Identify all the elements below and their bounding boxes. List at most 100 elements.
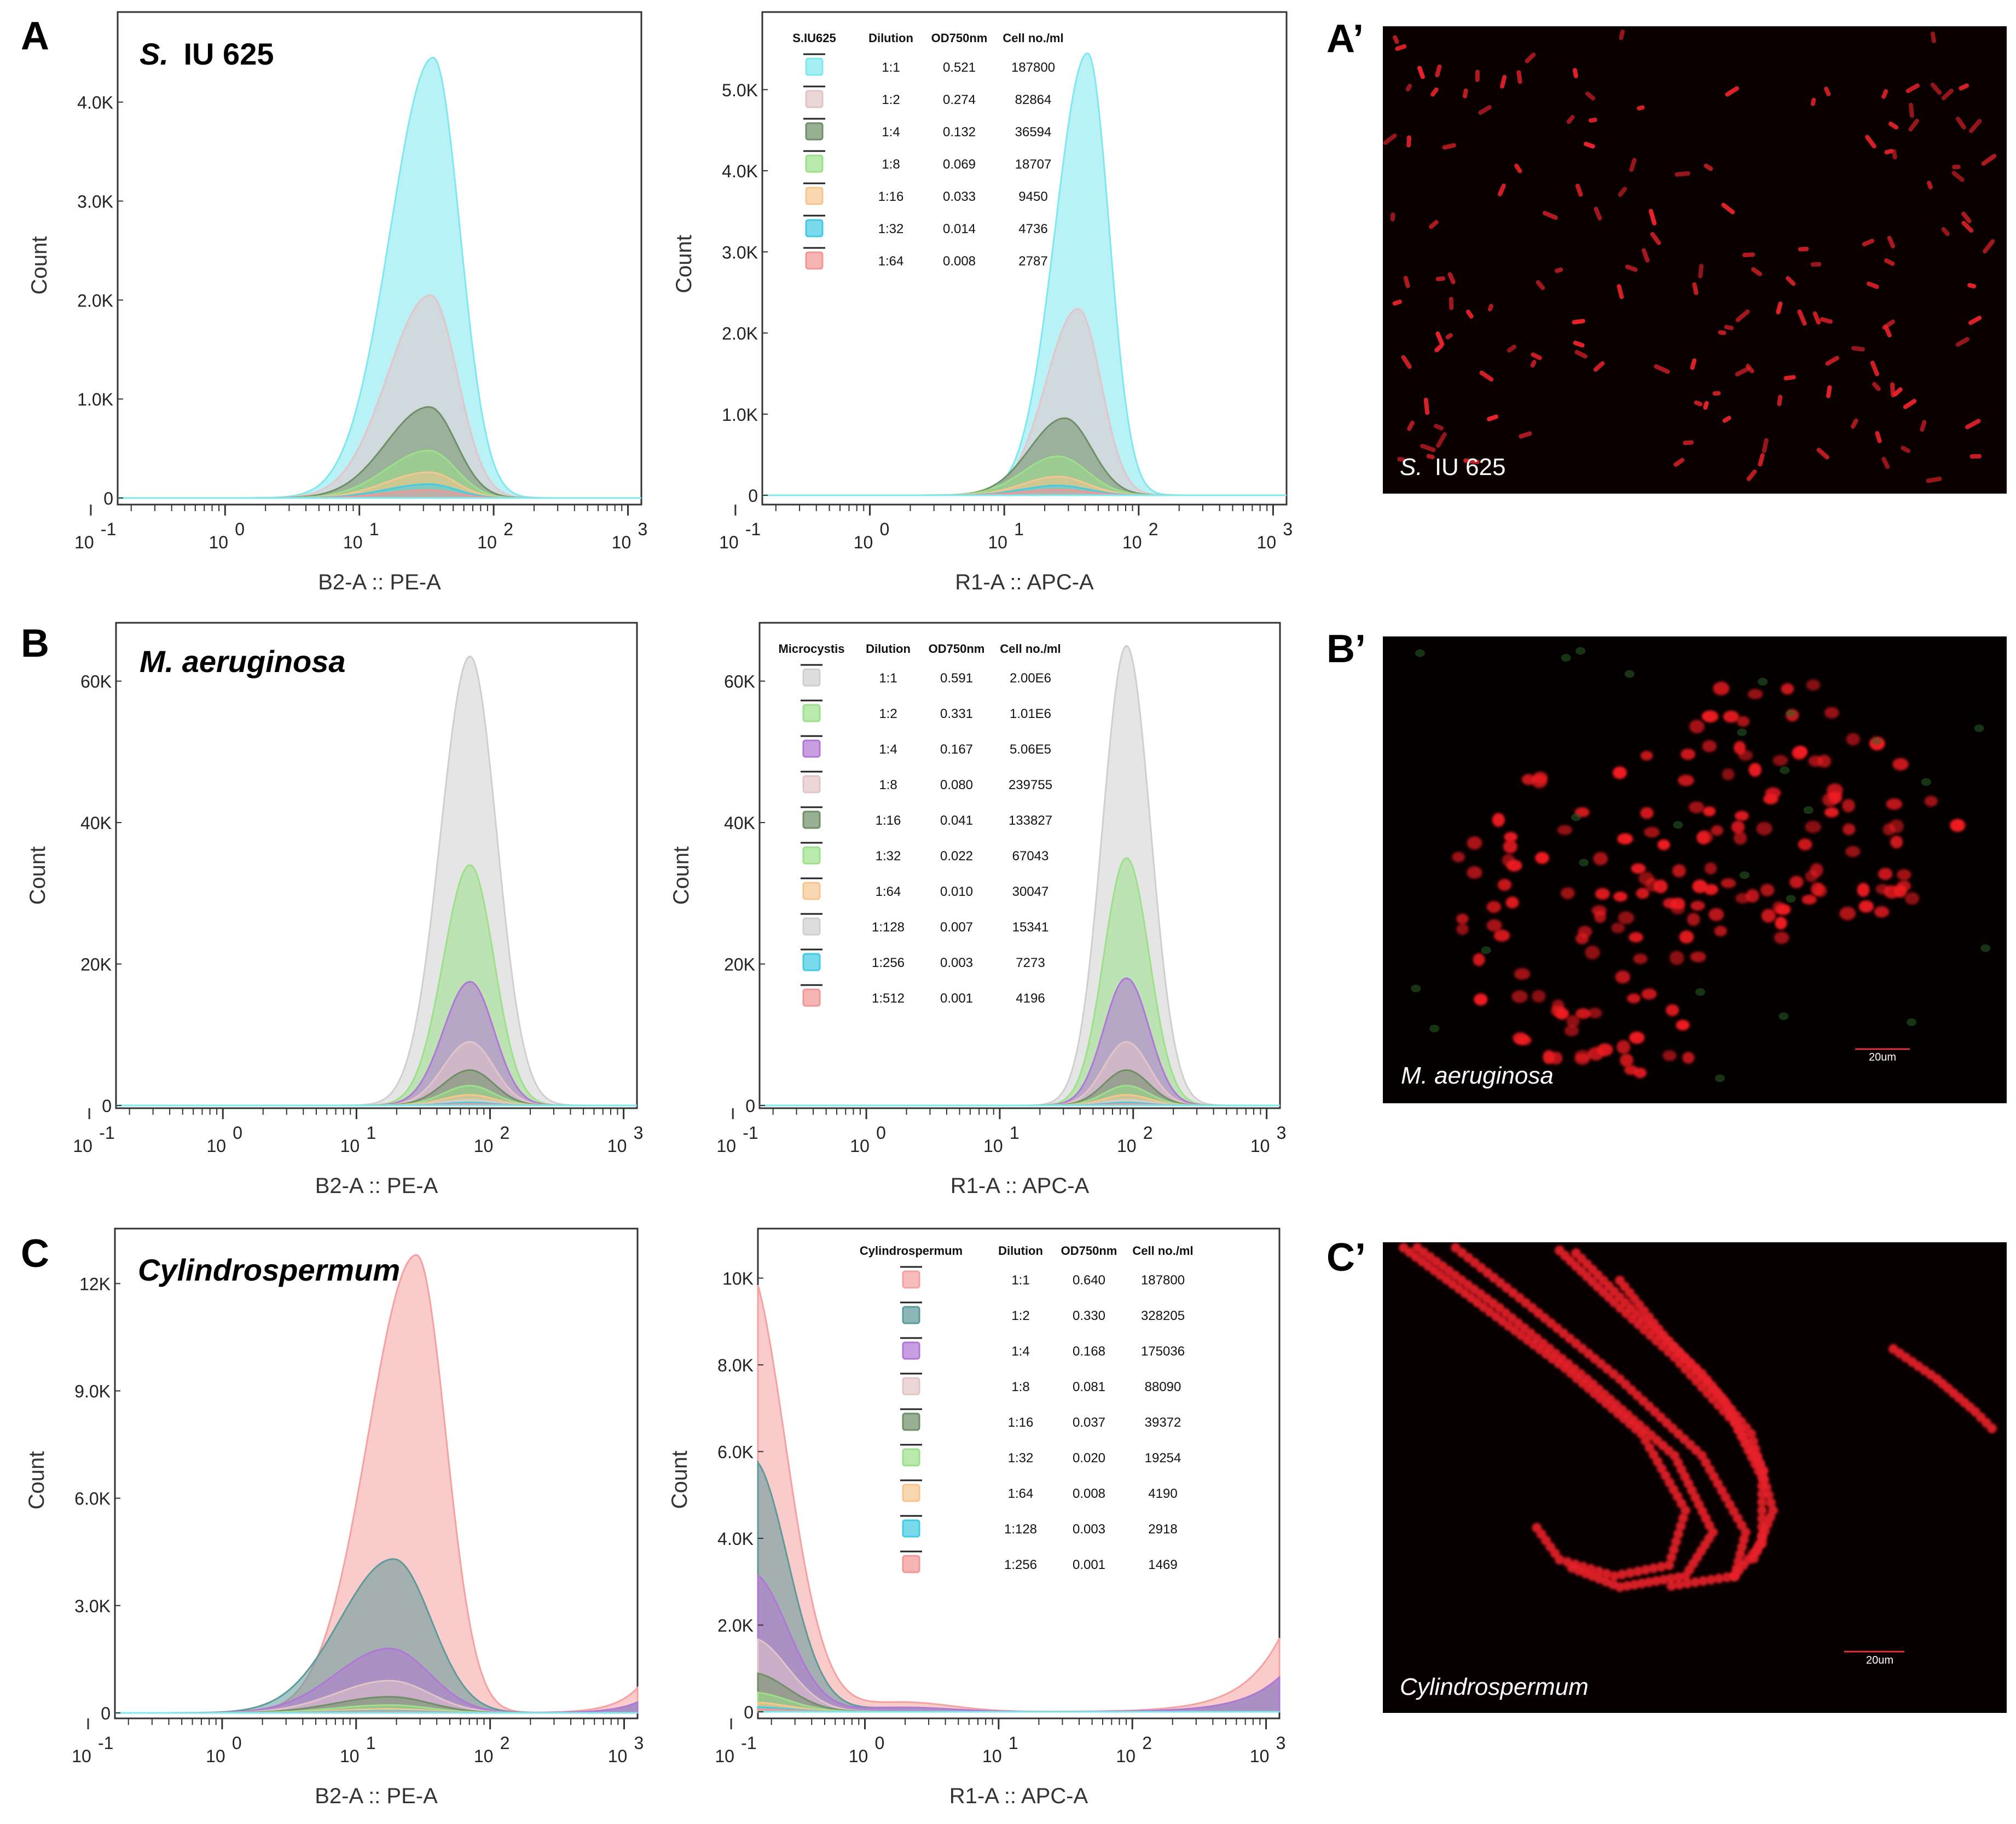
round-cell [1775, 916, 1787, 930]
x-tick-label: 10 [850, 1136, 870, 1156]
x-tick-exponent: -1 [99, 1123, 114, 1143]
round-cell [1824, 707, 1839, 719]
rod-cell [1881, 89, 1888, 99]
round-cell [1747, 689, 1763, 699]
round-cell [1514, 968, 1531, 980]
rod-cell [1882, 319, 1895, 330]
green-cell [1415, 649, 1426, 657]
round-cell [1761, 908, 1776, 923]
rod-cell [1574, 350, 1588, 359]
round-cell [1924, 796, 1938, 807]
legend-swatch [805, 154, 824, 173]
rod-cell [1893, 387, 1903, 397]
legend-header: Cell no./ml [1003, 31, 1063, 45]
filament-cell [1656, 1561, 1666, 1572]
x-tick-label: 10 [74, 532, 94, 552]
y-tick-label: 8.0K [717, 1356, 754, 1375]
x-tick-exponent: 2 [1142, 1733, 1152, 1753]
rod-cell [1930, 31, 1937, 43]
rod-cell [1516, 70, 1522, 84]
x-tick-label: 10 [343, 532, 363, 552]
rod-cell [1423, 397, 1430, 415]
filament-cell [1673, 1572, 1683, 1583]
filament-cell [1674, 1579, 1684, 1590]
legend-cell: 133827 [1009, 813, 1052, 828]
round-cell [1497, 878, 1512, 891]
round-cell [1618, 911, 1635, 924]
legend-header: Dilution [998, 1244, 1043, 1258]
rod-cell [1648, 209, 1657, 225]
rod-cell [1383, 133, 1397, 145]
legend-cell: 1:4 [879, 742, 897, 757]
rod-cell [1593, 361, 1605, 372]
legend-swatch [805, 122, 824, 141]
legend-cell: 1:256 [872, 956, 905, 970]
micrograph-a-label-italic: S. [1400, 454, 1423, 480]
round-cell [1774, 931, 1789, 944]
y-tick-label: 0 [744, 1703, 754, 1722]
legend-swatch [805, 251, 824, 270]
x-tick-exponent: 3 [634, 1123, 644, 1143]
legend-cell: 7273 [1016, 956, 1045, 970]
legend-title: Cylindrospermum [860, 1244, 963, 1258]
x-tick-label: 10 [716, 1136, 736, 1156]
legend-cell: 9450 [1018, 189, 1047, 204]
filament-cell [1757, 1505, 1767, 1515]
legend-cell: 0.037 [1073, 1415, 1105, 1430]
x-tick-label: 10 [1116, 1746, 1136, 1766]
y-tick-label: 6.0K [717, 1442, 754, 1462]
green-cell [1980, 944, 1991, 952]
filament-cell [1987, 1423, 1997, 1433]
filament-cell [1759, 1475, 1769, 1485]
rod-cell [1872, 382, 1881, 391]
rod-cell [1478, 105, 1492, 115]
rod-cell [1826, 385, 1832, 398]
micrograph-a-label-rest: IU 625 [1435, 454, 1506, 480]
legend-cell: 187800 [1141, 1273, 1185, 1288]
plot-frame [761, 11, 1288, 506]
round-cell [1588, 1007, 1602, 1018]
green-cell [1872, 737, 1882, 745]
round-cell [1841, 798, 1855, 813]
plot-frame [115, 622, 638, 1109]
x-axis-label: R1-A :: APC-A [949, 1784, 1088, 1808]
filament-cell [1682, 1578, 1693, 1589]
round-cell [1631, 863, 1646, 874]
y-tick-label: 40K [80, 813, 112, 833]
rod-cell [1704, 163, 1713, 171]
x-tick-exponent: 3 [634, 1733, 644, 1753]
rod-cell [1625, 264, 1638, 272]
round-cell [1708, 908, 1724, 922]
round-cell [1549, 1051, 1563, 1065]
panel-letter-b: B [21, 622, 49, 665]
micrograph-a-label: S. IU 625 [1400, 454, 1505, 480]
rod-cell [1901, 445, 1911, 453]
y-tick-label: 0 [101, 1704, 111, 1723]
round-cell [1662, 898, 1677, 908]
round-cell [1467, 866, 1482, 879]
x-tick-label: 10 [988, 532, 1007, 552]
round-cell [1595, 888, 1610, 900]
legend-cell: 4190 [1148, 1486, 1177, 1501]
green-cell [1779, 1012, 1789, 1020]
round-cell [1748, 763, 1762, 777]
x-tick-label: 10 [1250, 1136, 1270, 1156]
y-tick-label: 60K [724, 672, 755, 692]
y-tick-label: 5.0K [722, 80, 758, 100]
rod-cell [1650, 232, 1661, 245]
rod-cell [1820, 317, 1833, 324]
rod-cell [1967, 283, 1977, 288]
y-axis-label: Count [669, 847, 693, 905]
rod-cell [1542, 211, 1558, 220]
round-cell [1679, 930, 1694, 944]
round-cell [1578, 925, 1592, 938]
filament-cell [1729, 1571, 1739, 1581]
round-cell [1619, 1053, 1633, 1067]
legend-cell: 0.033 [943, 189, 976, 204]
legend-cell: 0.167 [940, 742, 973, 757]
rod-cell [1575, 183, 1583, 197]
round-cell [1760, 883, 1775, 896]
green-cell [1786, 895, 1796, 903]
legend-cell: 1:16 [878, 189, 904, 204]
legend-cell: 328205 [1141, 1308, 1185, 1323]
